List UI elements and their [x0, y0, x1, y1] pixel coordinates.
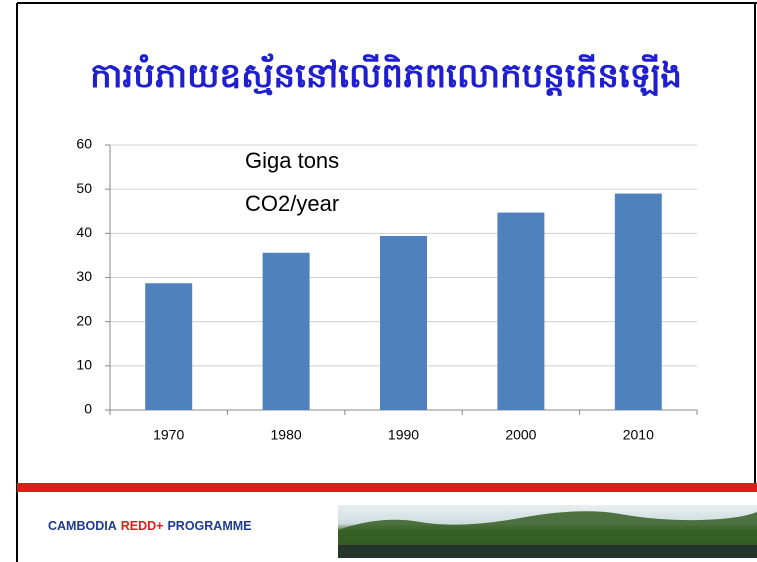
y-tick-label: 0 [84, 401, 92, 417]
footer-left: CAMBODIA [48, 519, 117, 533]
x-tick-label: 1970 [153, 427, 184, 443]
y-tick-label: 60 [76, 136, 92, 152]
y-tick-label: 20 [76, 312, 92, 328]
y-tick-label: 50 [76, 180, 92, 196]
footer-right: PROGRAMME [167, 519, 251, 533]
bar [145, 283, 192, 410]
footer-text: CAMBODIA REDD+PROGRAMME [48, 519, 252, 533]
red-band [17, 483, 757, 492]
annotation: Giga tons [245, 148, 339, 173]
river [338, 545, 757, 558]
annotation: CO2/year [245, 191, 339, 216]
bar [497, 213, 544, 410]
slide: ការបំភាយឧស្ម័ននៅលើពិភពលោកបន្តកើនឡើង Giga… [0, 0, 757, 562]
x-tick-label: 2000 [505, 427, 536, 443]
bar [615, 194, 662, 410]
y-tick-label: 10 [76, 357, 92, 373]
slide-title: ការបំភាយឧស្ម័ននៅលើពិភពលោកបន្តកើនឡើង [90, 53, 682, 96]
x-tick-label: 1990 [388, 427, 419, 443]
x-tick-label: 1980 [271, 427, 302, 443]
footer-brand: REDD+ [121, 519, 164, 533]
bar [380, 236, 427, 410]
bar [263, 253, 310, 410]
forest-image [338, 505, 757, 558]
y-tick-label: 40 [76, 224, 92, 240]
x-tick-label: 2010 [623, 427, 654, 443]
y-tick-label: 30 [76, 268, 92, 284]
